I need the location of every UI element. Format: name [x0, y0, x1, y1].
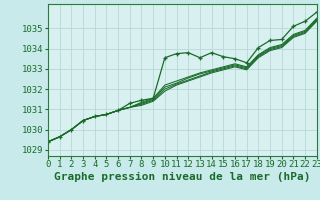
X-axis label: Graphe pression niveau de la mer (hPa): Graphe pression niveau de la mer (hPa): [54, 172, 311, 182]
